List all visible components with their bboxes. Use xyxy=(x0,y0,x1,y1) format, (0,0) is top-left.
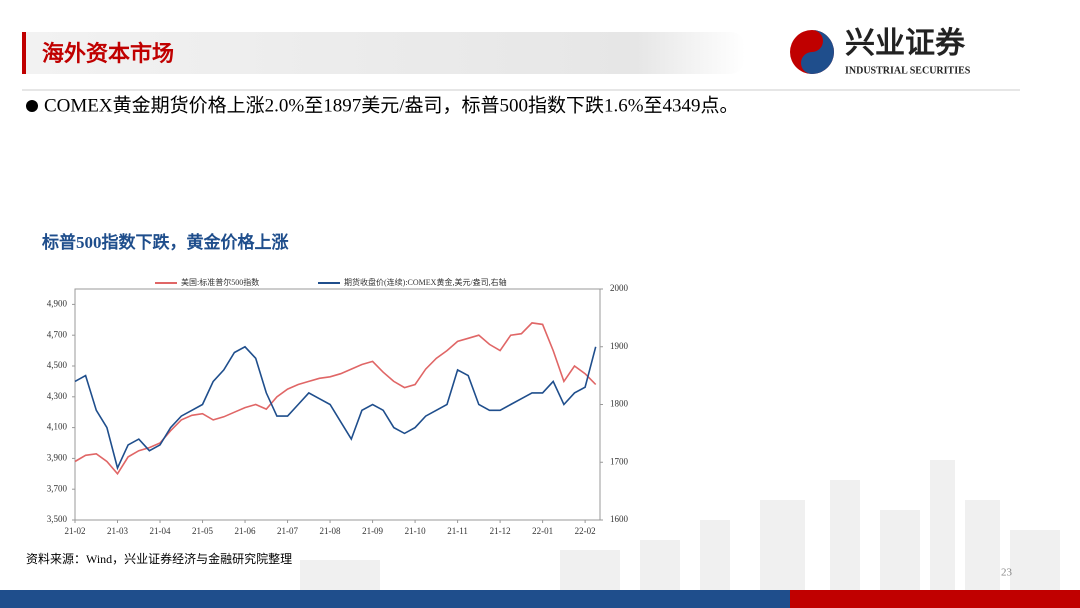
y2-tick-label: 1800 xyxy=(610,399,629,409)
x-tick-label: 21-09 xyxy=(362,526,383,536)
bullet-text: COMEX黄金期货价格上涨2.0%至1897美元/盎司，标普500指数下跌1.6… xyxy=(44,94,739,116)
x-tick-label: 21-08 xyxy=(320,526,341,536)
x-tick-label: 21-12 xyxy=(490,526,511,536)
y-tick-label: 4,500 xyxy=(47,360,68,370)
legend-label: 期货收盘价(连续):COMEX黄金,美元/盎司,右轴 xyxy=(344,277,507,287)
x-tick-label: 21-06 xyxy=(235,526,256,536)
header-title: 海外资本市场 xyxy=(42,41,174,66)
footer-red xyxy=(790,590,1080,608)
x-tick-label: 22-02 xyxy=(575,526,596,536)
logo-cn: 兴业证券 xyxy=(845,27,966,60)
x-tick-label: 21-05 xyxy=(192,526,213,536)
x-tick-label: 21-10 xyxy=(405,526,426,536)
y-tick-label: 3,900 xyxy=(47,452,68,462)
y-tick-label: 4,300 xyxy=(47,391,68,401)
y2-tick-label: 1600 xyxy=(610,514,629,524)
x-tick-label: 22-01 xyxy=(532,526,553,536)
y-tick-label: 4,900 xyxy=(47,298,68,308)
page-number: 23 xyxy=(1001,567,1013,579)
series-line xyxy=(74,345,597,471)
y2-tick-label: 1900 xyxy=(610,341,629,351)
y2-tick-label: 2000 xyxy=(610,283,629,293)
x-tick-label: 21-11 xyxy=(447,526,468,536)
plot-frame xyxy=(74,288,601,521)
legend-label: 美国:标准普尔500指数 xyxy=(181,277,259,287)
y-tick-label: 3,500 xyxy=(47,514,68,524)
x-tick-label: 21-02 xyxy=(65,526,86,536)
skyline xyxy=(300,460,1060,590)
y-tick-label: 3,700 xyxy=(47,483,68,493)
y-tick-label: 4,700 xyxy=(47,329,68,339)
x-tick-label: 21-03 xyxy=(107,526,128,536)
logo-en: INDUSTRIAL SECURITIES xyxy=(845,65,971,76)
footer-blue xyxy=(0,590,790,608)
logo-swirl xyxy=(801,30,834,74)
bullet-dot xyxy=(26,100,38,112)
x-tick-label: 21-07 xyxy=(277,526,298,536)
header-accent xyxy=(22,32,26,74)
chart-title: 标普500指数下跌，黄金价格上涨 xyxy=(42,232,289,252)
x-tick-label: 21-04 xyxy=(150,526,171,536)
header-bar xyxy=(22,32,745,74)
y2-tick-label: 1700 xyxy=(610,456,629,466)
y-tick-label: 4,100 xyxy=(47,422,68,432)
series-line xyxy=(74,322,597,476)
source: 资料来源：Wind，兴业证券经济与金融研究院整理 xyxy=(26,551,292,566)
